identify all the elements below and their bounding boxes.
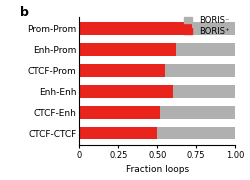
Bar: [165, 64, 235, 77]
Bar: [157, 127, 235, 140]
Bar: [160, 106, 235, 119]
Bar: [176, 43, 235, 56]
Bar: [79, 106, 160, 119]
X-axis label: Fraction loops: Fraction loops: [126, 165, 189, 174]
Bar: [79, 127, 157, 140]
Bar: [79, 64, 165, 77]
Bar: [79, 85, 173, 98]
Bar: [173, 85, 235, 98]
Text: b: b: [20, 6, 29, 19]
Legend: BORIS⁻, BORIS⁺: BORIS⁻, BORIS⁺: [182, 14, 231, 37]
Bar: [79, 43, 176, 56]
Bar: [192, 22, 235, 35]
Bar: [79, 22, 192, 35]
